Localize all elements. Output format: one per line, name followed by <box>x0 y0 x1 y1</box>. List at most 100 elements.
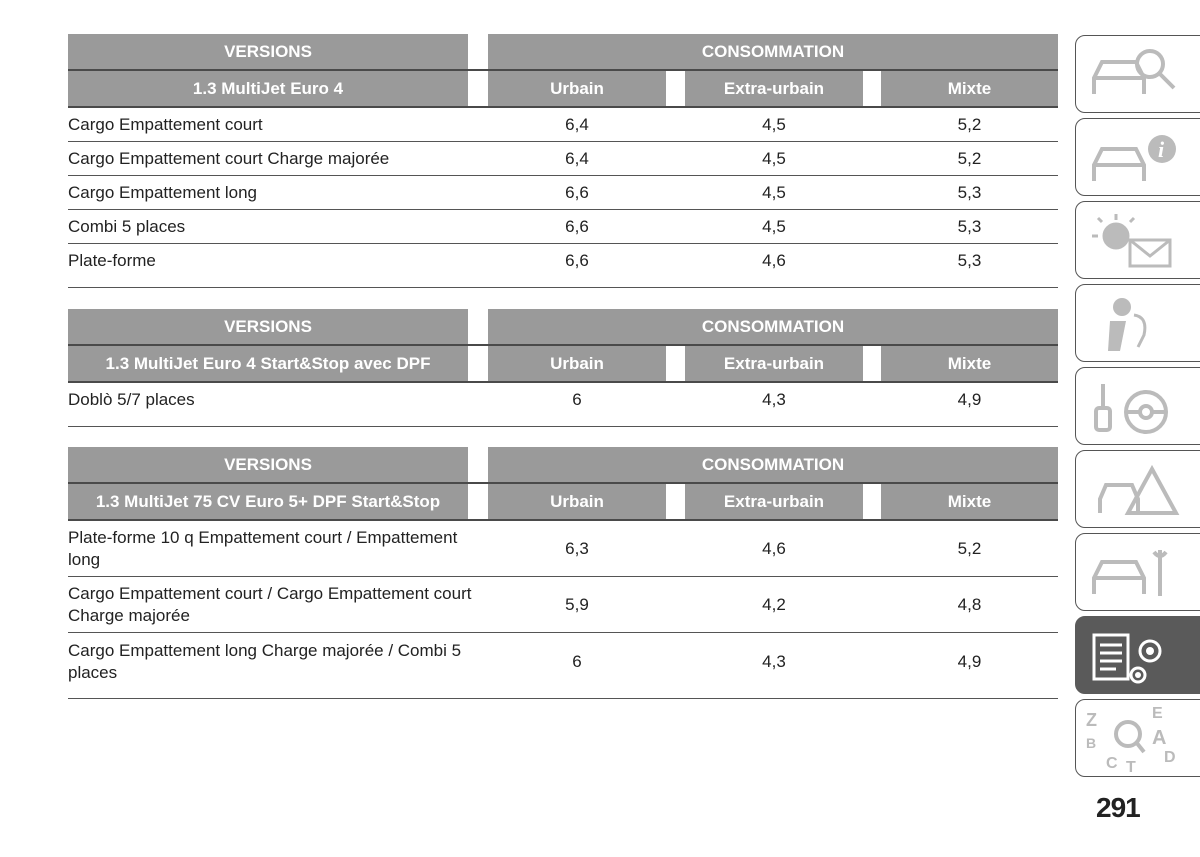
version-name: Plate-forme <box>68 250 156 270</box>
svg-text:E: E <box>1152 706 1163 722</box>
extra-urbain-value: 4,5 <box>762 182 786 202</box>
mixte-value: 5,2 <box>957 114 982 134</box>
urbain-value: 6 <box>572 389 582 409</box>
urbain-value: 6,4 <box>565 148 589 168</box>
tab-seat-airbag[interactable] <box>1075 284 1200 362</box>
svg-text:C: C <box>1106 755 1118 772</box>
version-name: Cargo Empattement court Charge majorée <box>68 148 390 168</box>
urbain-value: 6,6 <box>565 182 589 202</box>
urbain-value: 6,6 <box>565 250 589 270</box>
versions-header: VERSIONS <box>68 309 468 344</box>
table-header-row: VERSIONS CONSOMMATION <box>68 447 1058 484</box>
extra-urbain-header: Extra-urbain <box>685 71 863 106</box>
consumption-header: CONSOMMATION <box>488 309 1058 344</box>
svg-text:T: T <box>1126 759 1136 772</box>
table-row: Cargo Empattement court / Cargo Empattem… <box>68 577 1058 633</box>
tab-car-wrench[interactable] <box>1075 533 1200 611</box>
tab-emergency[interactable] <box>1075 450 1200 528</box>
versions-header: VERSIONS <box>68 447 468 482</box>
consumption-header: CONSOMMATION <box>488 34 1058 69</box>
versions-header: VERSIONS <box>68 34 468 69</box>
mixte-value: 4,8 <box>957 594 982 614</box>
table-row: Cargo Empattement court 6,4 4,5 5,2 <box>68 108 1058 142</box>
extra-urbain-value: 4,6 <box>762 250 786 270</box>
consumption-table-2: VERSIONS CONSOMMATION 1.3 MultiJet Euro … <box>68 309 1058 427</box>
urbain-header: Urbain <box>488 346 666 381</box>
mixte-value: 5,2 <box>957 538 982 558</box>
urbain-value: 6,4 <box>565 114 589 134</box>
table-bottom-rule <box>68 416 1058 427</box>
extra-urbain-value: 4,3 <box>762 651 786 671</box>
version-name: Doblò 5/7 places <box>68 389 195 409</box>
extra-urbain-value: 4,5 <box>762 216 786 236</box>
key-steering-wheel-icon <box>1094 384 1168 434</box>
urbain-value: 5,9 <box>565 594 589 614</box>
table-row: Doblò 5/7 places 6 4,3 4,9 <box>68 383 1058 416</box>
version-name: Combi 5 places <box>68 216 186 236</box>
seat-airbag-icon <box>1108 298 1147 351</box>
consumption-table-1: VERSIONS CONSOMMATION 1.3 MultiJet Euro … <box>68 34 1058 288</box>
mixte-value: 5,3 <box>957 250 982 270</box>
alphabetical-index-icon: Z E B A C T D <box>1086 706 1176 772</box>
version-name: Cargo Empattement long Charge majorée / … <box>68 640 462 682</box>
version-name: Cargo Empattement long <box>68 182 257 202</box>
version-name: Plate-forme 10 q Empattement court / Emp… <box>68 527 458 569</box>
table-header-row: VERSIONS CONSOMMATION <box>68 34 1058 71</box>
mixte-header: Mixte <box>881 484 1058 519</box>
svg-text:D: D <box>1164 749 1176 766</box>
extra-urbain-value: 4,5 <box>762 114 786 134</box>
table-row: Cargo Empattement long Charge majorée / … <box>68 633 1058 690</box>
tab-car-search[interactable] <box>1075 35 1200 113</box>
mixte-header: Mixte <box>881 71 1058 106</box>
engine-header: 1.3 MultiJet 75 CV Euro 5+ DPF Start&Sto… <box>68 484 468 519</box>
car-search-icon <box>1092 49 1176 94</box>
extra-urbain-header: Extra-urbain <box>685 484 863 519</box>
svg-text:Z: Z <box>1086 710 1097 730</box>
mixte-value: 4,9 <box>957 389 982 409</box>
version-name: Cargo Empattement court <box>68 114 263 134</box>
svg-text:i: i <box>1158 137 1165 162</box>
table-row: Plate-forme 10 q Empattement court / Emp… <box>68 521 1058 577</box>
extra-urbain-value: 4,2 <box>762 594 786 614</box>
extra-urbain-value: 4,5 <box>762 148 786 168</box>
table-bottom-rule <box>68 690 1058 699</box>
svg-text:A: A <box>1152 727 1166 749</box>
table-bottom-rule <box>68 277 1058 288</box>
extra-urbain-header: Extra-urbain <box>685 346 863 381</box>
tab-car-info[interactable]: i <box>1075 118 1200 196</box>
tab-key-steering[interactable] <box>1075 367 1200 445</box>
car-emergency-triangle-icon <box>1098 464 1180 515</box>
table-row: Cargo Empattement court Charge majorée 6… <box>68 142 1058 176</box>
table-header-row: VERSIONS CONSOMMATION <box>68 309 1058 346</box>
consumption-header: CONSOMMATION <box>488 447 1058 482</box>
table-subheader-row: 1.3 MultiJet 75 CV Euro 5+ DPF Start&Sto… <box>68 484 1058 521</box>
specs-gears-icon <box>1092 633 1162 684</box>
car-wrench-icon <box>1092 550 1168 596</box>
mixte-value: 5,2 <box>957 148 982 168</box>
table-row: Combi 5 places 6,6 4,5 5,3 <box>68 210 1058 244</box>
urbain-value: 6 <box>572 651 582 671</box>
page-number: 291 <box>1096 792 1141 823</box>
table-row: Plate-forme 6,6 4,6 5,3 <box>68 244 1058 277</box>
engine-header: 1.3 MultiJet Euro 4 Start&Stop avec DPF <box>68 346 468 381</box>
mixte-header: Mixte <box>881 346 1058 381</box>
urbain-value: 6,3 <box>565 538 589 558</box>
mixte-value: 5,3 <box>957 216 982 236</box>
version-name: Cargo Empattement court / Cargo Empattem… <box>68 583 472 625</box>
mixte-value: 4,9 <box>957 651 982 671</box>
urbain-value: 6,6 <box>565 216 589 236</box>
table-row: Cargo Empattement long 6,6 4,5 5,3 <box>68 176 1058 210</box>
urbain-header: Urbain <box>488 484 666 519</box>
car-info-icon: i <box>1092 135 1176 181</box>
consumption-table-3: VERSIONS CONSOMMATION 1.3 MultiJet 75 CV… <box>68 447 1058 699</box>
warning-light-message-icon <box>1092 214 1172 268</box>
tab-alphabetical-index[interactable]: Z E B A C T D <box>1075 699 1200 777</box>
table-subheader-row: 1.3 MultiJet Euro 4 Start&Stop avec DPF … <box>68 346 1058 383</box>
tab-warning-message[interactable] <box>1075 201 1200 279</box>
table-subheader-row: 1.3 MultiJet Euro 4 Urbain Extra-urbain … <box>68 71 1058 108</box>
extra-urbain-value: 4,3 <box>762 389 786 409</box>
tab-specifications[interactable] <box>1075 616 1200 694</box>
engine-header: 1.3 MultiJet Euro 4 <box>68 71 468 106</box>
svg-text:B: B <box>1086 735 1096 751</box>
extra-urbain-value: 4,6 <box>762 538 786 558</box>
